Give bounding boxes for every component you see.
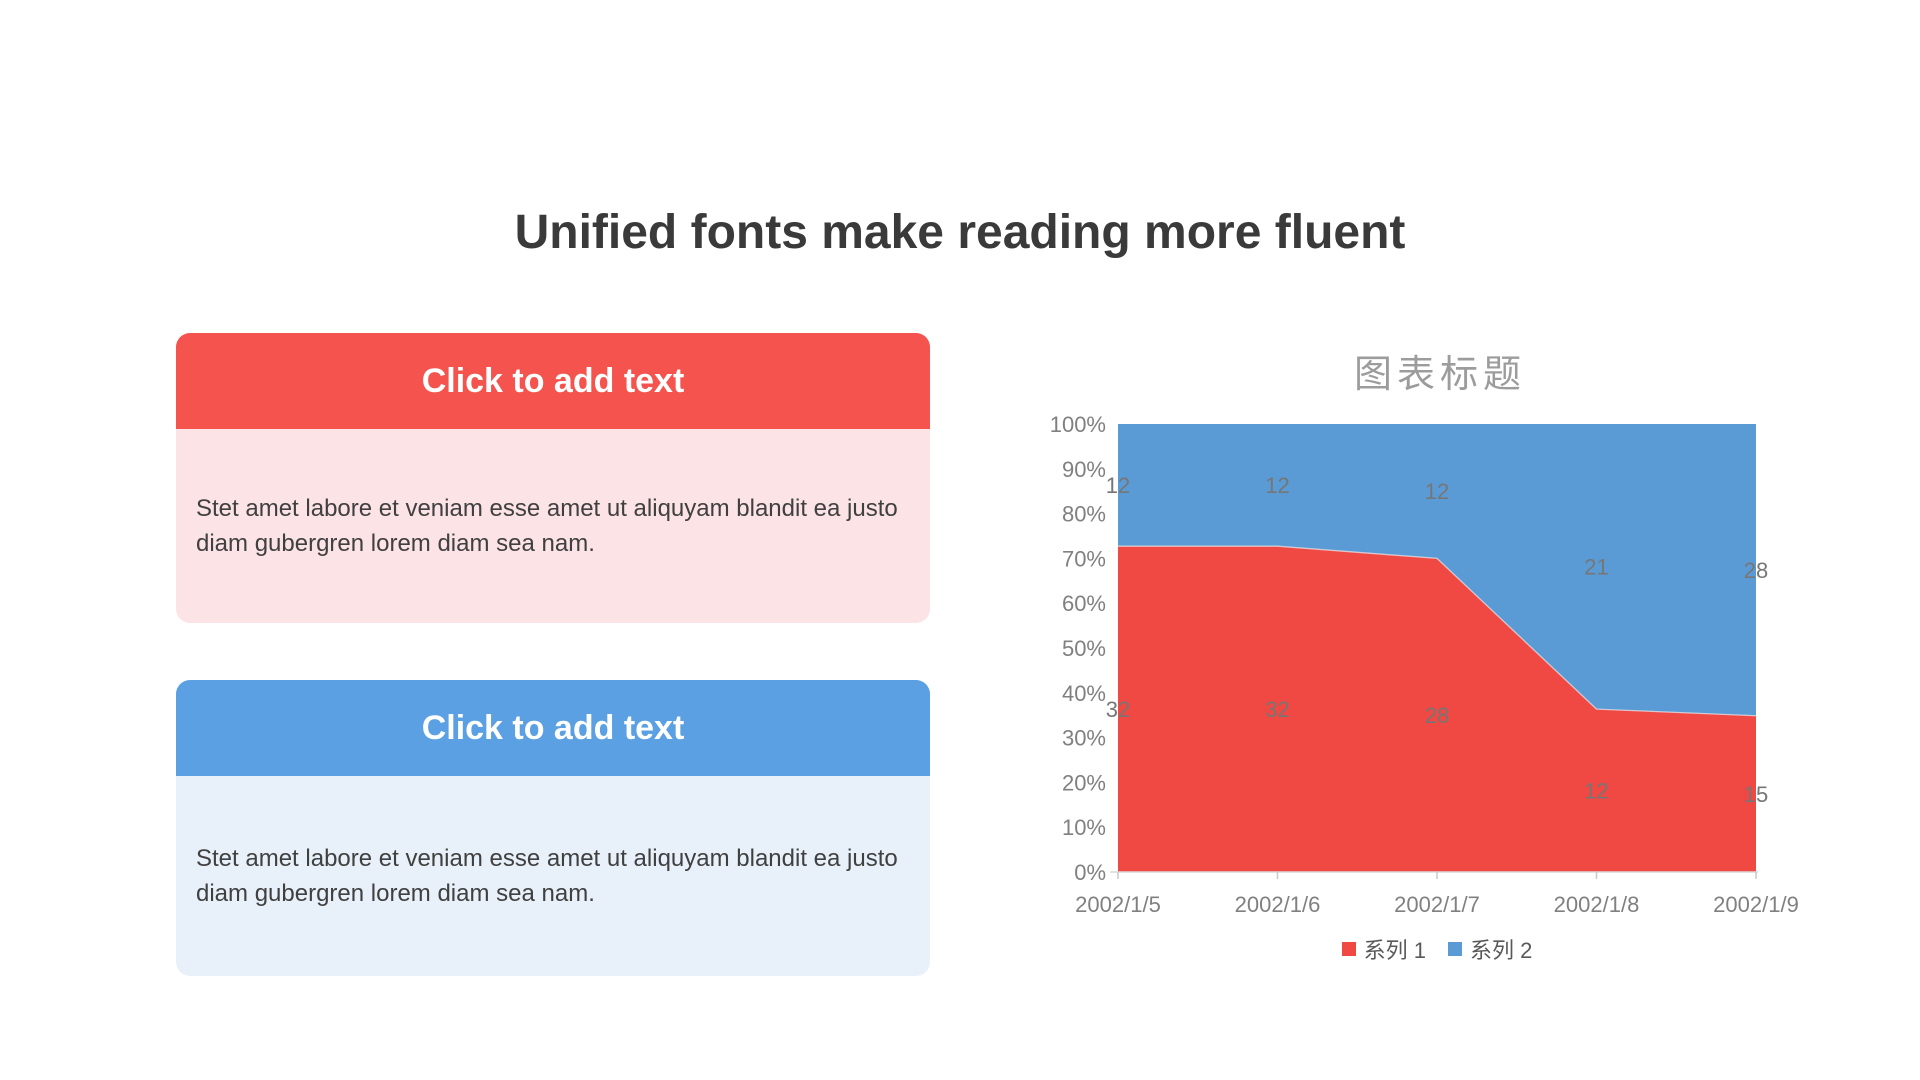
x-axis-label: 2002/1/9 (1713, 892, 1799, 917)
legend-label: 系列 2 (1470, 938, 1533, 963)
y-axis-tick-label: 90% (1062, 457, 1106, 482)
text-card-blue-text: Stet amet labore et veniam esse amet ut … (196, 845, 898, 907)
data-label: 28 (1744, 558, 1768, 583)
data-label: 12 (1584, 779, 1608, 804)
chart-area[interactable]: 图表标题 0% 10% 20% 30% 40% 50% 60% 70% 80% 90% 100% 20… (1030, 335, 1850, 985)
data-label: 21 (1584, 555, 1608, 580)
text-card-red-header-label: Click to add text (421, 361, 685, 400)
data-label: 12 (1425, 479, 1449, 504)
series-boundary-line (1118, 545, 1757, 717)
legend-label: 系列 1 (1363, 938, 1426, 963)
text-card-blue-body[interactable]: Stet amet labore et veniam esse amet ut … (176, 776, 930, 976)
text-card-red-body[interactable]: Stet amet labore et veniam esse amet ut … (176, 429, 930, 623)
stacked-area-chart[interactable]: 0% 10% 20% 30% 40% 50% 60% 70% 80% 90% 100% 2002/1/… (1030, 335, 1850, 985)
x-axis-label: 2002/1/8 (1554, 892, 1640, 917)
data-label: 32 (1265, 697, 1289, 722)
y-axis-tick-label: 80% (1062, 502, 1106, 527)
x-axis-label: 2002/1/7 (1394, 892, 1480, 917)
text-card-blue: Click to add text Stet amet labore et ve… (176, 680, 930, 976)
text-card-red-header[interactable]: Click to add text (176, 333, 930, 429)
text-card-red: Click to add text Stet amet labore et ve… (176, 333, 930, 623)
y-axis-tick-label: 0% (1074, 860, 1106, 885)
legend-item: 系列 2 (1448, 933, 1532, 965)
legend-swatch (1341, 942, 1356, 956)
series-1-area (1118, 546, 1756, 872)
y-axis-tick-label: 50% (1062, 636, 1106, 661)
y-axis-tick-label: 30% (1062, 726, 1106, 751)
data-label: 28 (1425, 703, 1449, 728)
data-label: 32 (1106, 697, 1130, 722)
y-axis-tick-label: 10% (1062, 815, 1106, 840)
legend-swatch (1448, 942, 1462, 956)
data-label: 12 (1106, 473, 1130, 498)
data-label: 12 (1265, 473, 1289, 498)
slide-title: Unified fonts make reading more fluent (514, 206, 1406, 259)
y-axis-tick-label: 60% (1062, 591, 1106, 616)
text-card-blue-header-label: Click to add text (421, 708, 685, 747)
y-axis-tick-label: 40% (1062, 681, 1106, 706)
y-axis-tick-label: 70% (1062, 546, 1106, 571)
chart-legend: 系列 1 系列 2 (1118, 933, 1756, 965)
text-card-blue-header[interactable]: Click to add text (176, 680, 930, 776)
x-axis-label: 2002/1/6 (1235, 892, 1321, 917)
text-card-red-text: Stet amet labore et veniam esse amet ut … (196, 495, 898, 557)
y-axis-tick-label: 20% (1062, 770, 1106, 795)
chart-title: 图表标题 (1353, 354, 1526, 396)
x-axis-label: 2002/1/5 (1075, 892, 1161, 917)
data-label: 15 (1744, 782, 1768, 807)
legend-item: 系列 1 (1341, 933, 1426, 965)
y-axis-tick-label: 100% (1050, 412, 1106, 437)
